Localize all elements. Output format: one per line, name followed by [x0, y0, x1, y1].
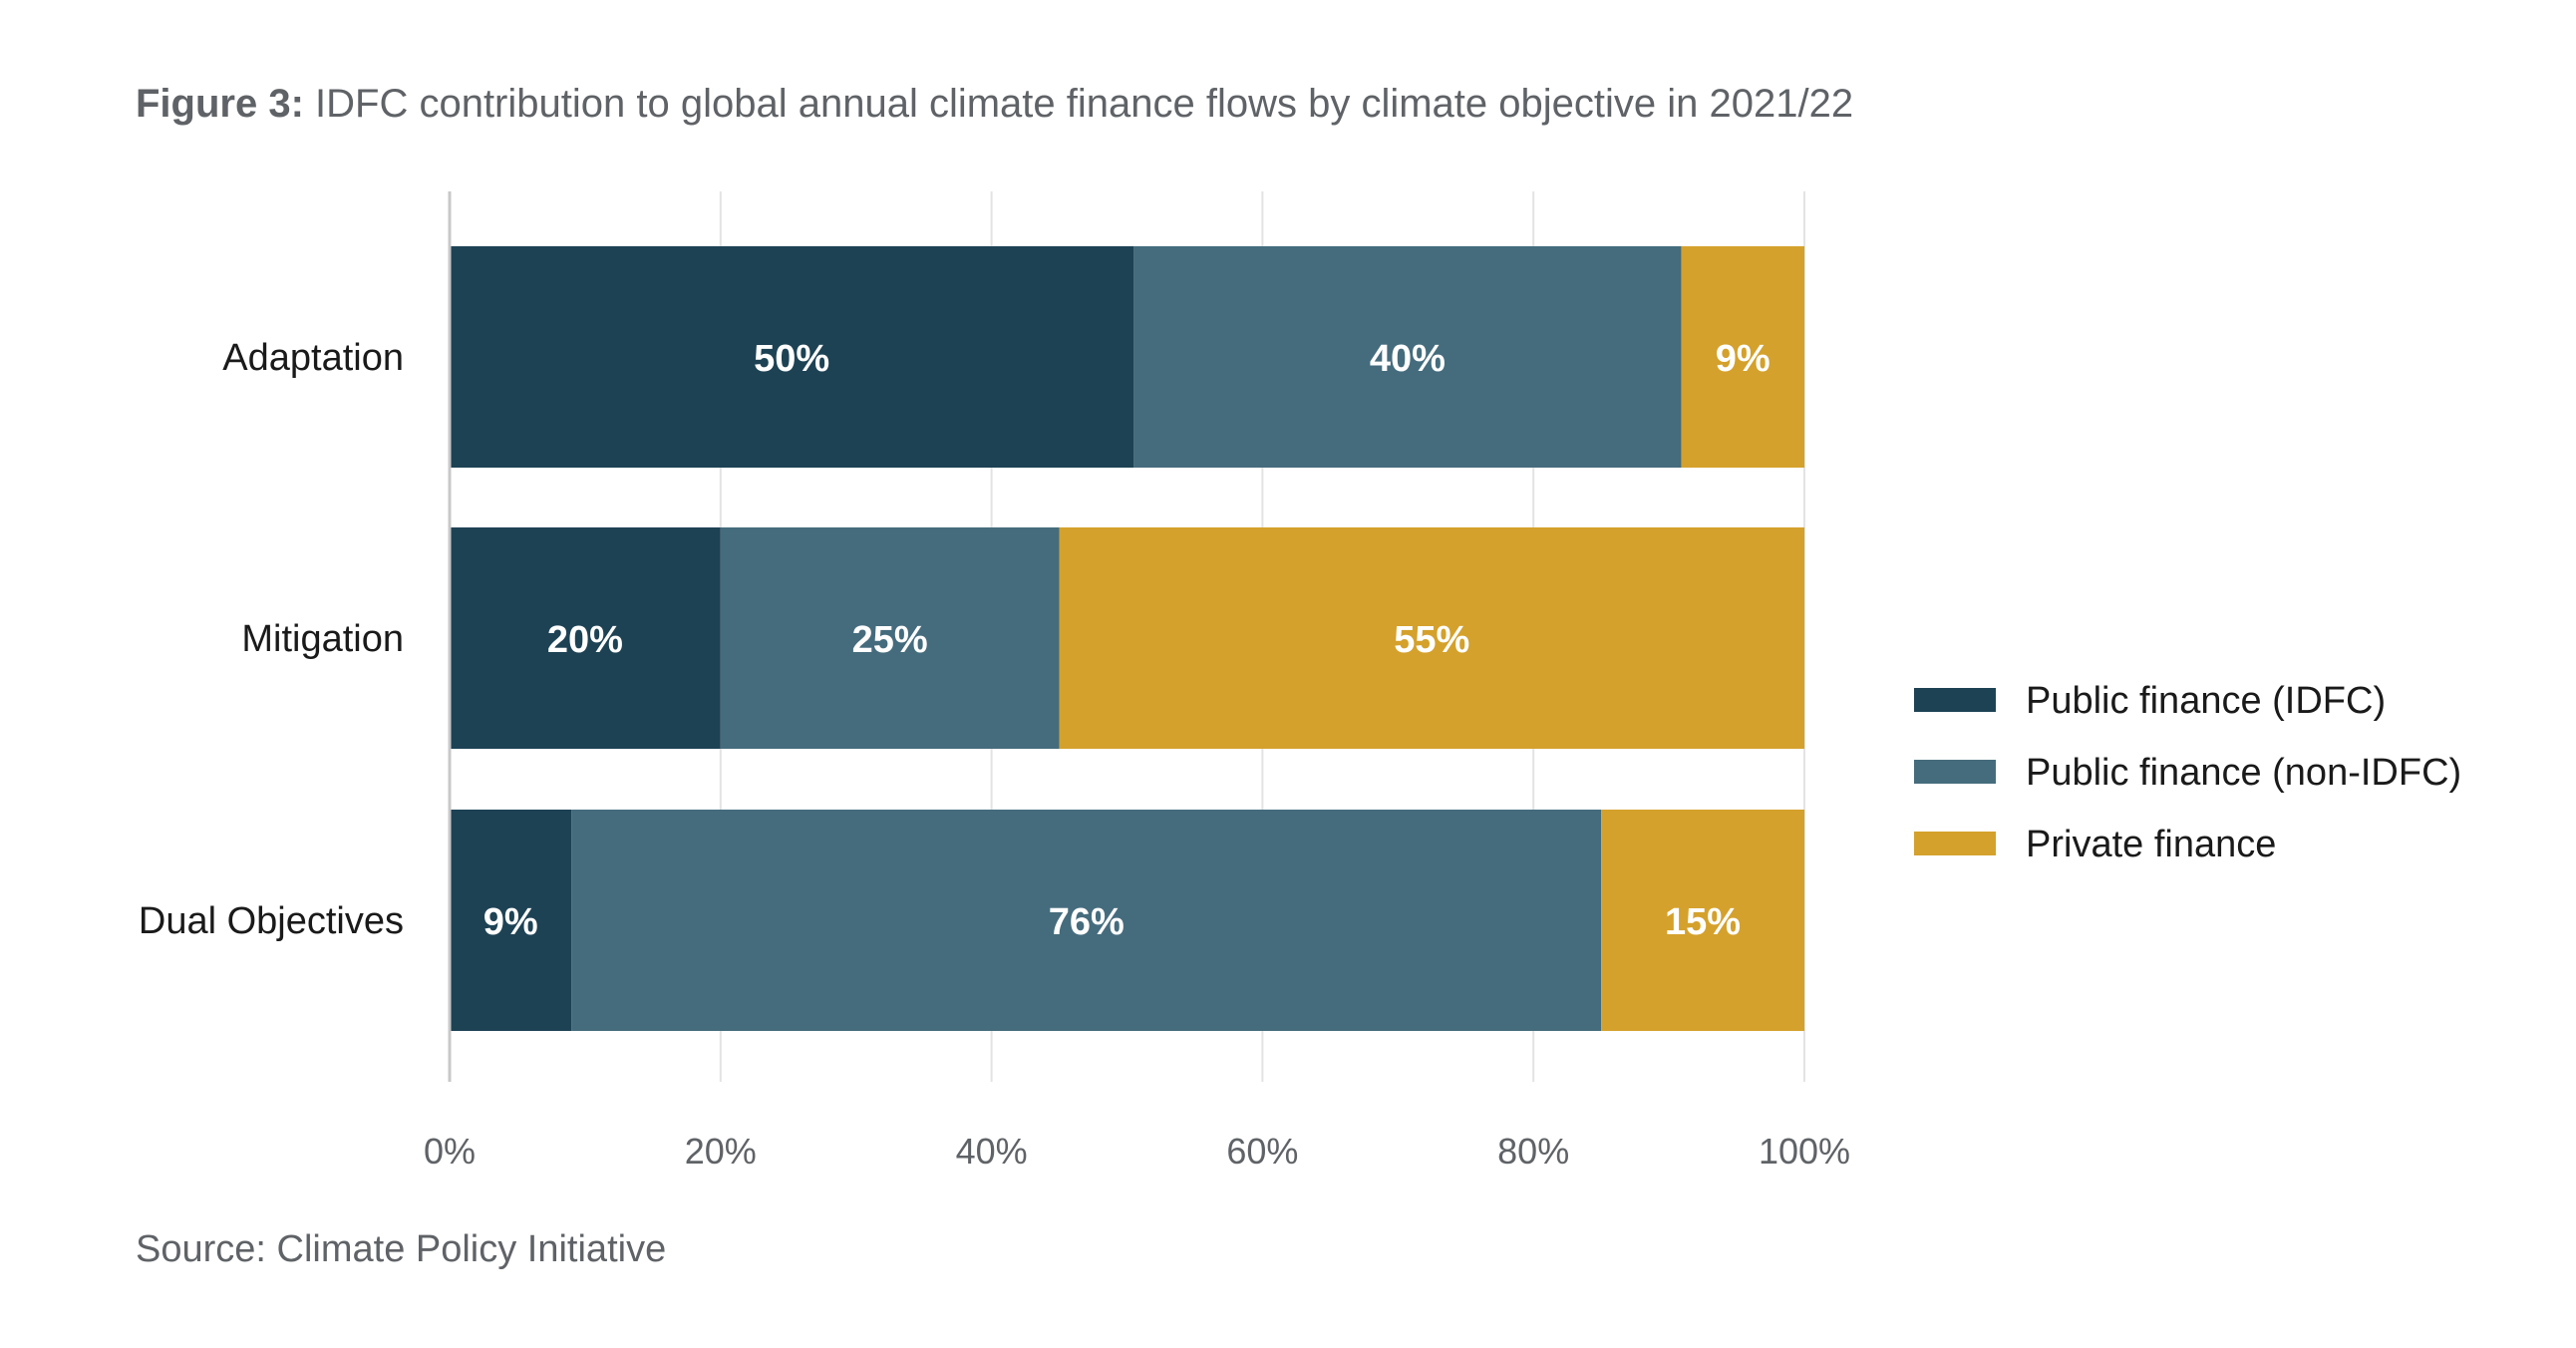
- bar-segment: [1133, 246, 1682, 468]
- bar-value-label: 15%: [1665, 901, 1741, 943]
- legend-label: Public finance (IDFC): [2026, 680, 2386, 722]
- bar-value-label: 76%: [1049, 901, 1125, 943]
- legend-swatch: [1914, 760, 1996, 784]
- legend: Public finance (IDFC) Public finance (non…: [1914, 680, 2461, 865]
- legend-label: Private finance: [2026, 824, 2276, 865]
- data-labels: 50% 40% 9% 20% 25% 55% 9% 76% 15%: [483, 338, 1771, 943]
- figure-title-text: IDFC contribution to global annual clima…: [303, 82, 1854, 126]
- bar-segment: [1681, 246, 1804, 468]
- bar-value-label: 9%: [483, 901, 538, 943]
- bar-value-label: 40%: [1370, 338, 1446, 380]
- bar-value-label: 20%: [547, 619, 623, 661]
- category-label: Mitigation: [241, 618, 404, 660]
- bar-segment: [450, 246, 1134, 468]
- x-tick-label: 100%: [1759, 1131, 1850, 1172]
- x-tick-label: 40%: [956, 1131, 1028, 1172]
- bar-segment: [720, 527, 1060, 749]
- legend-swatch: [1914, 688, 1996, 712]
- legend-swatch: [1914, 832, 1996, 855]
- bars: [450, 246, 1804, 1031]
- x-tick-label: 0%: [424, 1131, 476, 1172]
- legend-label: Public finance (non-IDFC): [2026, 752, 2461, 794]
- x-tick-label: 60%: [1226, 1131, 1298, 1172]
- category-label: Dual Objectives: [139, 900, 404, 942]
- bar-value-label: 50%: [754, 338, 829, 380]
- bar-segment: [571, 810, 1602, 1031]
- category-label: Adaptation: [222, 337, 404, 379]
- bar-segment: [450, 810, 572, 1031]
- x-tick-label: 20%: [685, 1131, 757, 1172]
- figure-source: Source: Climate Policy Initiative: [136, 1228, 667, 1270]
- bar-segment: [1059, 527, 1804, 749]
- figure-title: Figure 3: IDFC contribution to global an…: [136, 82, 1853, 127]
- x-tick-label: 80%: [1497, 1131, 1569, 1172]
- bar-value-label: 25%: [852, 619, 928, 661]
- bar-value-label: 55%: [1394, 619, 1469, 661]
- figure-title-label: Figure 3:: [136, 82, 304, 126]
- bar-segment: [450, 527, 721, 749]
- axes: 0% 20% 40% 60% 80% 100% Adaptation Mitigation Du…: [139, 191, 1850, 1172]
- bar-segment: [1601, 810, 1804, 1031]
- bar-value-label: 9%: [1716, 338, 1771, 380]
